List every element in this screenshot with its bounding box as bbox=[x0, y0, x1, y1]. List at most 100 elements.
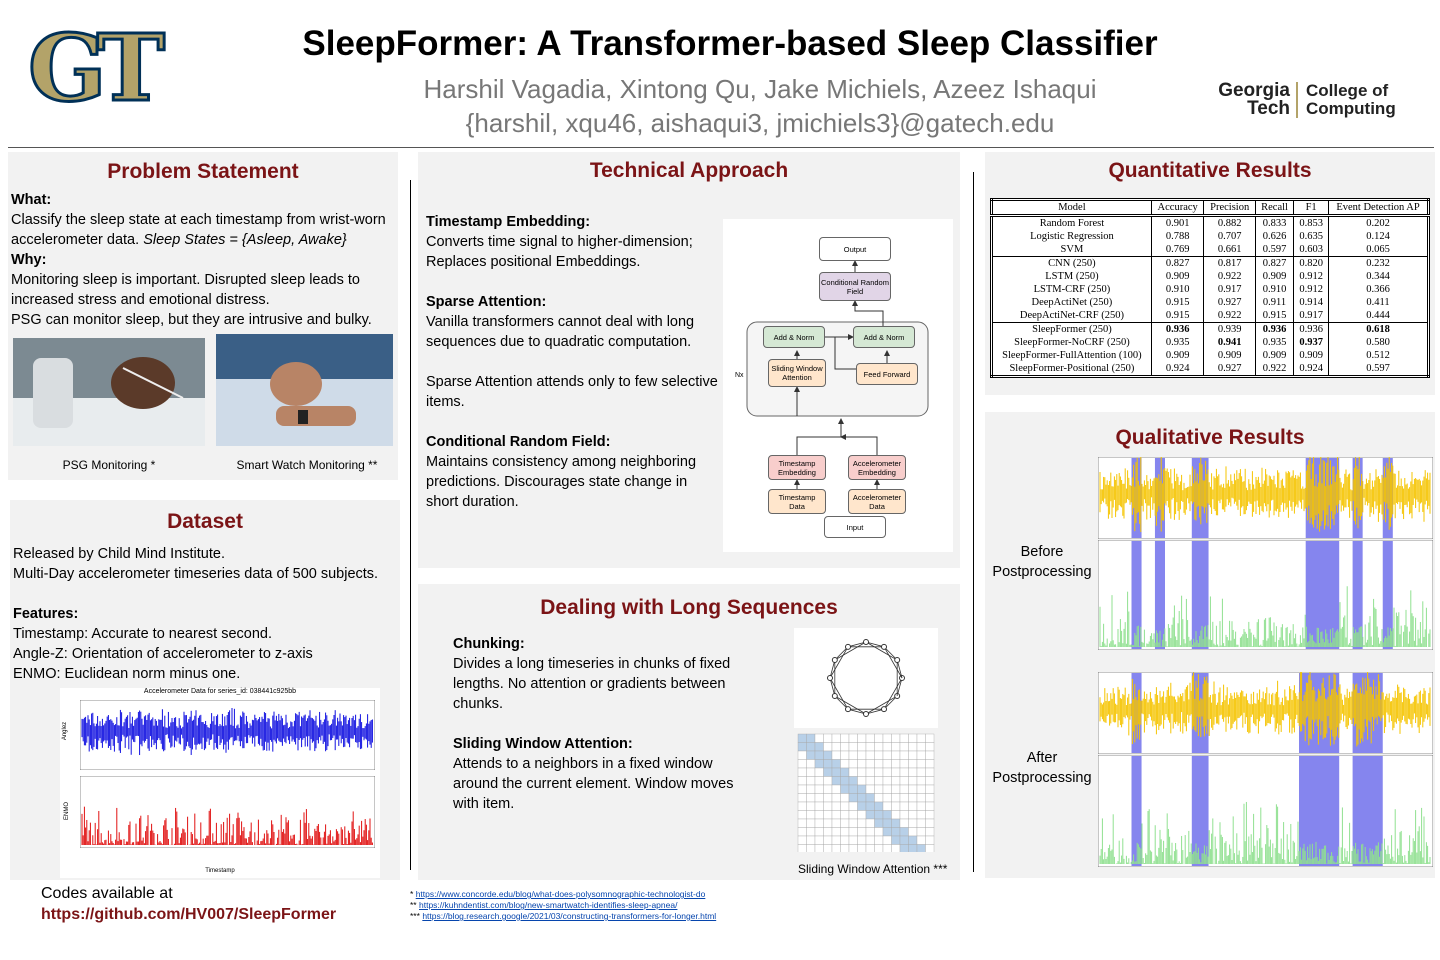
code-link[interactable]: https://github.com/HV007/SleepFormer bbox=[41, 906, 337, 923]
grid-cell bbox=[865, 835, 875, 845]
grid-cell bbox=[831, 793, 841, 803]
grid-cell bbox=[874, 776, 884, 786]
grid-cell bbox=[908, 818, 918, 828]
org-logo-text: College of bbox=[1306, 81, 1389, 100]
grid-cell bbox=[916, 801, 926, 811]
grid-cell bbox=[831, 759, 841, 769]
table-cell: 0.827 bbox=[1254, 256, 1294, 270]
reference-link[interactable]: https://blog.research.google/2021/03/con… bbox=[422, 911, 717, 921]
column-rule bbox=[973, 172, 974, 872]
table-cell: 0.936 bbox=[1150, 322, 1204, 336]
grid-cell bbox=[831, 784, 841, 794]
diagram-node: Feed Forward bbox=[856, 363, 918, 385]
graph-node bbox=[845, 706, 851, 713]
label: Why: bbox=[11, 252, 47, 268]
diagram-node: Accelerometer Data bbox=[848, 489, 906, 514]
grid-cell bbox=[891, 759, 901, 769]
grid-cell bbox=[882, 827, 892, 837]
grid-cell bbox=[806, 733, 816, 743]
grid-cell bbox=[814, 733, 824, 743]
grid-cell bbox=[823, 801, 833, 811]
grid-cell bbox=[823, 733, 833, 743]
table-cell: 0.914 bbox=[1293, 296, 1329, 309]
grid-cell bbox=[916, 742, 926, 752]
grid-cell bbox=[797, 784, 807, 794]
plot-band bbox=[1352, 756, 1383, 866]
grid-cell bbox=[882, 801, 892, 811]
table-cell: 0.707 bbox=[1203, 230, 1256, 243]
grid-cell bbox=[797, 801, 807, 811]
grid-cell bbox=[874, 742, 884, 752]
grid-cell bbox=[899, 827, 909, 837]
grid-cell bbox=[908, 844, 918, 852]
table-cell: 0.927 bbox=[1203, 296, 1256, 309]
grid-cell bbox=[908, 776, 918, 786]
grid-cell bbox=[823, 759, 833, 769]
graph-edge bbox=[834, 646, 849, 661]
grid-cell bbox=[848, 810, 858, 820]
graph-edge bbox=[865, 641, 885, 648]
table-cell: 0.853 bbox=[1293, 215, 1329, 230]
table-cell: 0.922 bbox=[1203, 270, 1256, 283]
table-cell: 0.833 bbox=[1254, 215, 1294, 230]
grid-cell bbox=[797, 776, 807, 786]
panel-title: Dataset bbox=[167, 510, 243, 533]
reference-link[interactable]: https://kuhndentist.com/blog/new-smartwa… bbox=[419, 900, 678, 910]
grid-cell bbox=[925, 801, 935, 811]
grid-cell bbox=[891, 818, 901, 828]
grid-cell bbox=[831, 827, 841, 837]
table-cell: 0.922 bbox=[1254, 362, 1294, 377]
grid-cell bbox=[908, 767, 918, 777]
diagram-connectors bbox=[746, 260, 929, 514]
graph-edge bbox=[834, 695, 867, 715]
table-cell: 0.603 bbox=[1293, 243, 1329, 257]
grid-cell bbox=[925, 844, 935, 852]
grid-cell bbox=[899, 844, 909, 852]
grid-cell bbox=[823, 810, 833, 820]
code-note: Codes available at bbox=[41, 885, 173, 902]
grid-cell bbox=[840, 776, 850, 786]
grid-cell bbox=[925, 742, 935, 752]
grid-cell bbox=[823, 767, 833, 777]
table-row: SleepFormer-NoCRF (250) 0.935 0.941 0.935 0.… bbox=[992, 336, 1429, 349]
grid-cell bbox=[840, 818, 850, 828]
grid-cell bbox=[916, 776, 926, 786]
grid-cell bbox=[925, 767, 935, 777]
grid-cell bbox=[823, 827, 833, 837]
table-cell: 0.827 bbox=[1150, 256, 1204, 270]
graph-edge bbox=[883, 677, 903, 710]
table-cell: 0.512 bbox=[1328, 349, 1429, 362]
graph-edge bbox=[896, 659, 903, 679]
grid-cell bbox=[891, 793, 901, 803]
graph-node bbox=[863, 639, 869, 645]
grid-cell bbox=[865, 818, 875, 828]
table-cell: 0.924 bbox=[1150, 362, 1204, 377]
reference-link[interactable]: https://www.concorde.edu/blog/what-does-… bbox=[415, 889, 706, 899]
graph-edge bbox=[883, 695, 898, 710]
grid-cell bbox=[840, 827, 850, 837]
grid-cell bbox=[848, 793, 858, 803]
graph-edge bbox=[896, 677, 903, 697]
plot-image bbox=[1098, 457, 1433, 539]
grid-cell bbox=[865, 759, 875, 769]
grid-cell bbox=[857, 793, 867, 803]
caption: PSG Monitoring * bbox=[62, 458, 156, 472]
grid-cell bbox=[891, 810, 901, 820]
grid-cell bbox=[899, 750, 909, 760]
reference-mark: * bbox=[410, 889, 414, 899]
table-cell: DeepActiNet (250) bbox=[1031, 297, 1113, 308]
grid-cell bbox=[848, 750, 858, 760]
table-cell: 0.935 bbox=[1254, 336, 1294, 349]
table-cell: 0.922 bbox=[1203, 309, 1256, 323]
org-logo-text: Computing bbox=[1306, 99, 1396, 118]
table-cell: DeepActiNet-CRF (250) bbox=[1019, 310, 1124, 321]
grid-cell bbox=[891, 835, 901, 845]
grid-cell bbox=[857, 801, 867, 811]
grid-cell bbox=[925, 750, 935, 760]
grid-cell bbox=[865, 742, 875, 752]
grid-cell bbox=[848, 835, 858, 845]
grid-cell bbox=[848, 818, 858, 828]
grid-cell bbox=[806, 827, 816, 837]
plot-image bbox=[1098, 755, 1433, 867]
grid-cell bbox=[797, 827, 807, 837]
